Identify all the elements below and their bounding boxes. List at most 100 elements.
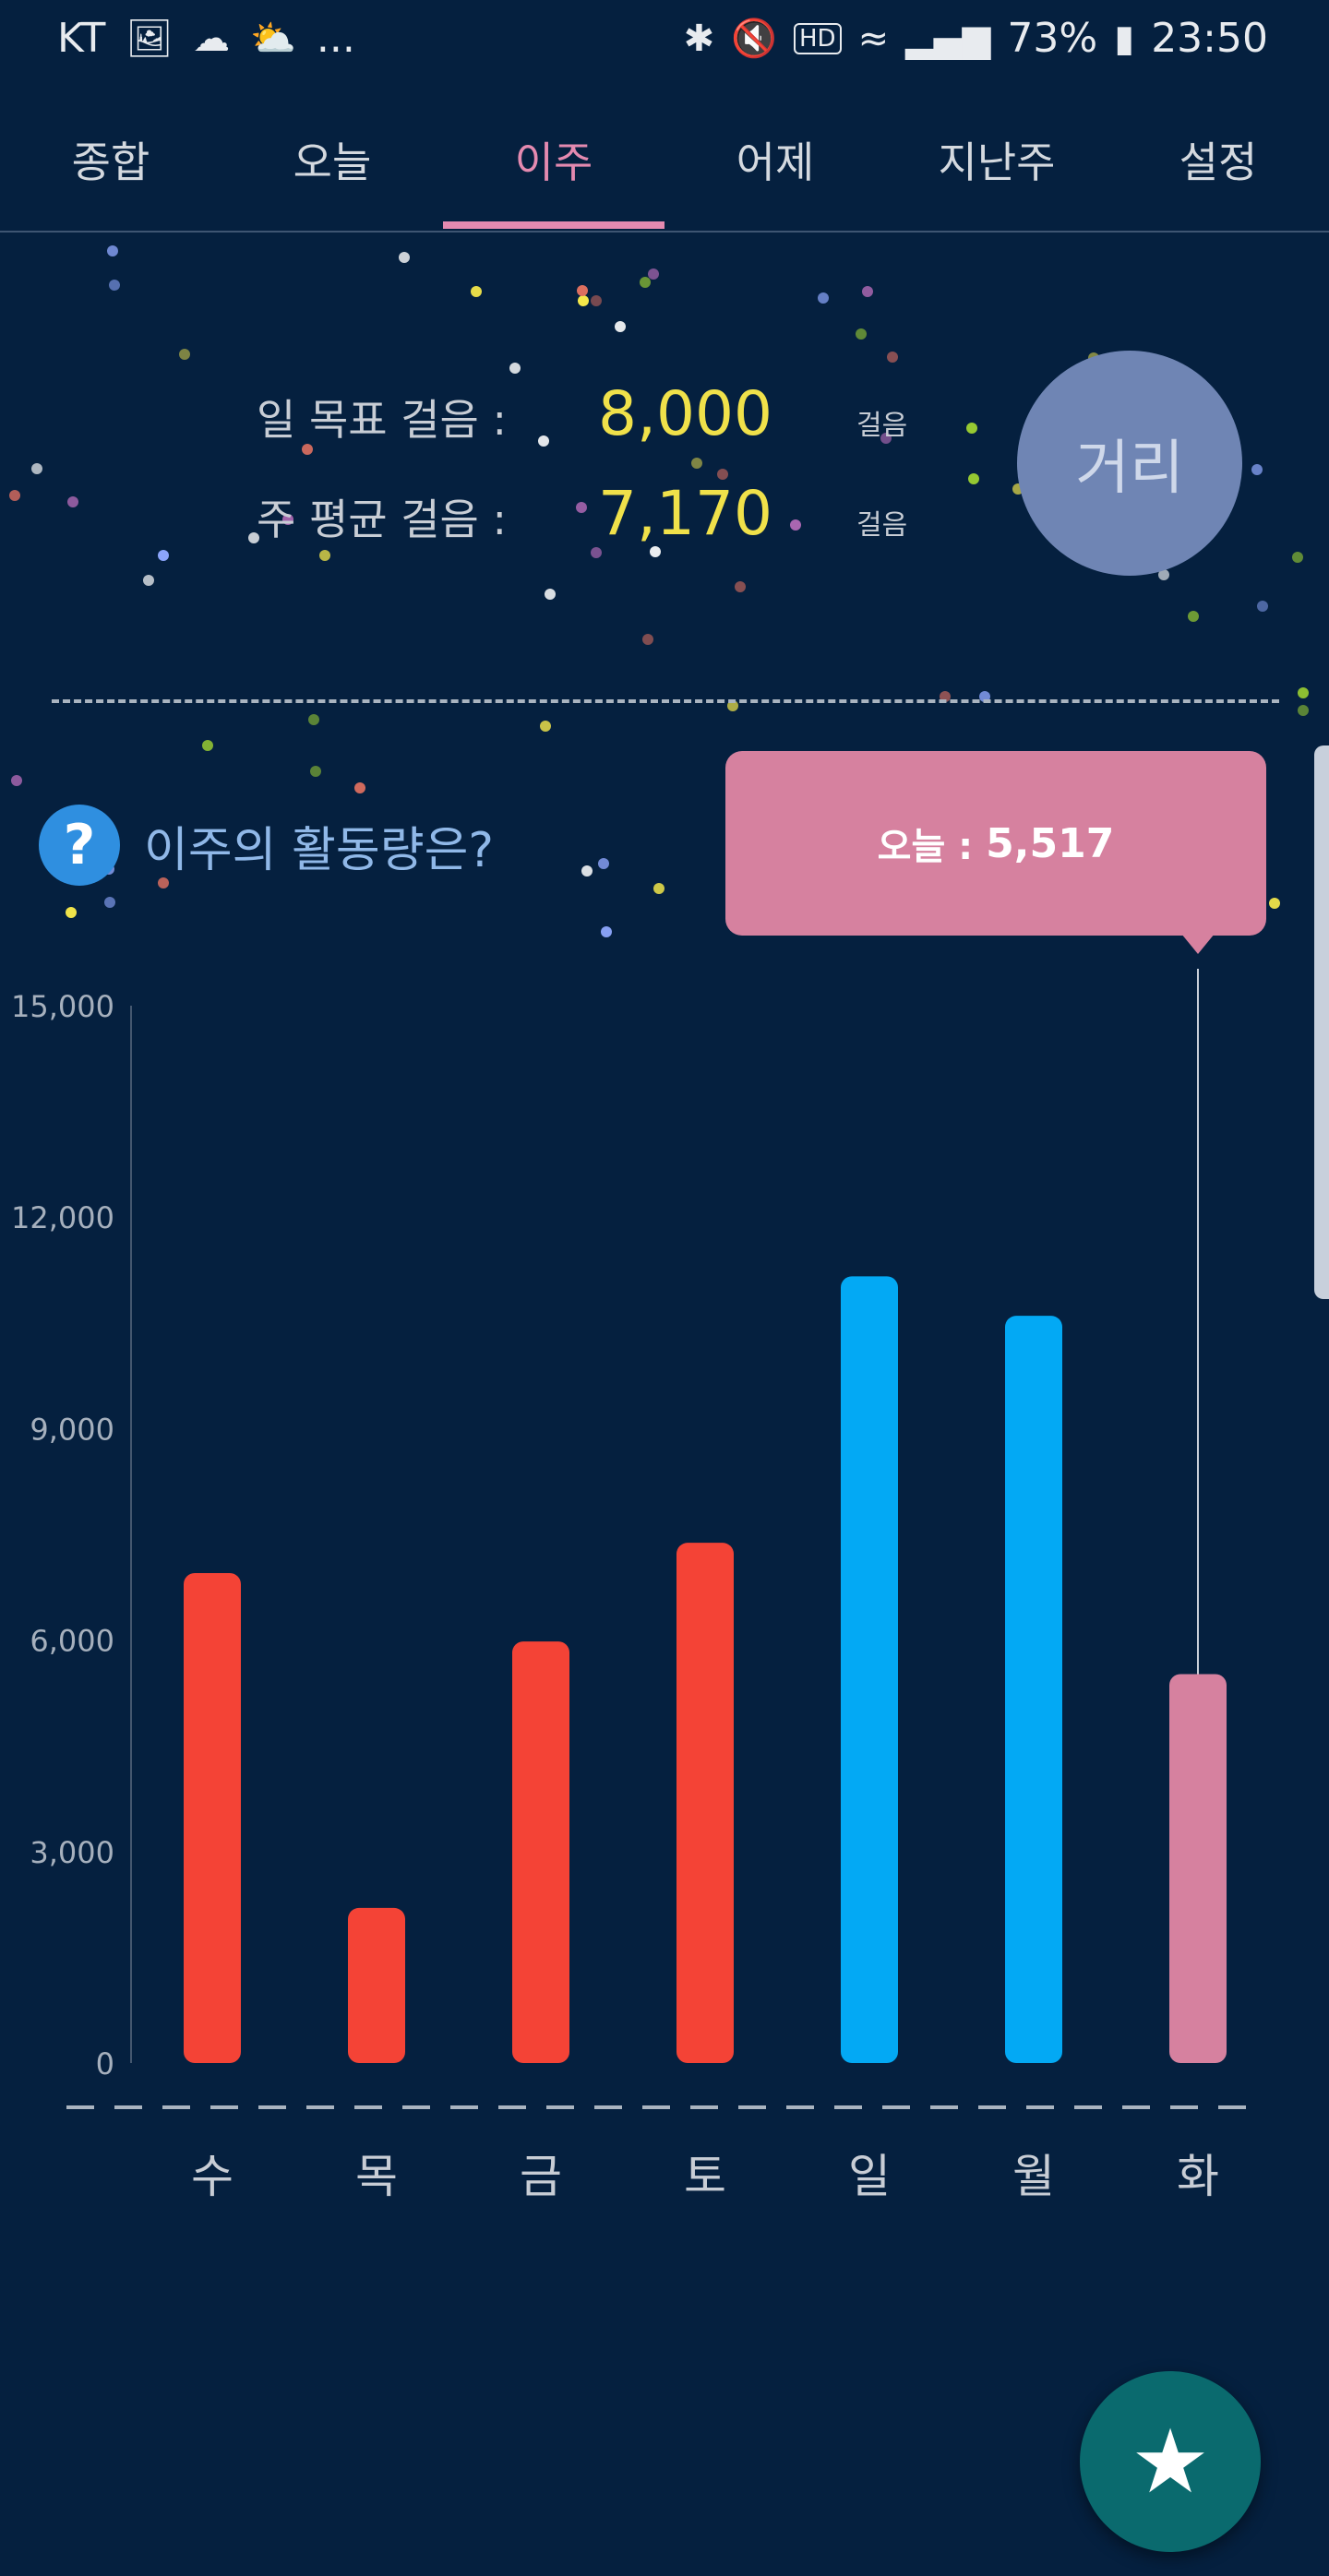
star-decoration	[691, 458, 702, 469]
weekly-average-label: 주 평균 걸음 :	[257, 495, 507, 544]
activity-question-text[interactable]: 이주의 활동량은?	[144, 822, 495, 878]
star-decoration	[880, 433, 892, 444]
tab-this-week[interactable]: 이주	[514, 137, 593, 187]
star-decoration	[319, 550, 330, 561]
divider-top	[52, 699, 1279, 703]
weekly-average-value: 7,170	[598, 478, 772, 549]
star-decoration	[308, 714, 319, 725]
star-decoration	[578, 295, 589, 306]
star-decoration	[158, 877, 169, 888]
battery-percent: 73%	[1007, 15, 1098, 62]
tab-last-week[interactable]: 지난주	[938, 137, 1056, 187]
star-decoration	[282, 514, 293, 525]
x-category-label: 일	[848, 2150, 891, 2203]
bar-금	[512, 1641, 569, 2063]
bar-일	[841, 1276, 898, 2063]
star-decoration	[790, 519, 801, 531]
daily-goal-value: 8,000	[598, 378, 772, 449]
more-notifications: ...	[316, 15, 355, 62]
daily-goal-label: 일 목표 걸음 :	[257, 395, 507, 445]
star-decoration	[248, 532, 259, 543]
tab-overview[interactable]: 종합	[71, 137, 150, 187]
tooltip-pointer	[1181, 934, 1215, 954]
star-decoration	[1188, 611, 1199, 622]
star-decoration	[640, 277, 651, 288]
star-decoration	[653, 883, 664, 894]
x-category-label: 월	[1012, 2150, 1055, 2203]
tooltip-label: 오늘 :	[877, 826, 974, 868]
side-panel-handle[interactable]	[1314, 745, 1329, 1299]
star-decoration	[399, 252, 410, 263]
battery-icon: ▮	[1114, 17, 1135, 60]
status-bar: KT 🖼 ☁ ⛅ ... ✱ 🔇 HD ≈ ▂▄▆ 73% ▮ 23:50	[0, 0, 1329, 83]
daily-goal-unit: 걸음	[856, 410, 908, 442]
image-icon: 🖼	[126, 18, 174, 60]
star-decoration	[202, 740, 213, 751]
bar-수	[184, 1573, 241, 2063]
hd-icon: HD	[793, 22, 842, 54]
star-decoration	[9, 490, 20, 501]
star-icon: ★	[1130, 2410, 1211, 2513]
goal-summary: 일 목표 걸음 : 8,000 걸음 주 평균 걸음 : 7,170 걸음	[0, 360, 1329, 563]
star-decoration	[1257, 601, 1268, 612]
x-category-label: 금	[520, 2150, 562, 2203]
wifi-icon: ≈	[857, 17, 890, 60]
today-tooltip: 오늘 : 5,517	[725, 751, 1266, 936]
activity-question[interactable]: ? 이주의 활동량은?	[39, 805, 494, 886]
star-decoration	[1298, 687, 1309, 698]
star-decoration	[615, 321, 626, 332]
star-decoration	[1158, 569, 1169, 580]
star-decoration	[302, 444, 313, 455]
favorite-button[interactable]: ★	[1080, 2371, 1261, 2552]
bar-화	[1169, 1674, 1227, 2063]
star-decoration	[1251, 464, 1263, 475]
tab-yesterday[interactable]: 어제	[736, 137, 815, 187]
tooltip-value: 5,517	[986, 819, 1115, 867]
tab-today[interactable]: 오늘	[293, 137, 372, 187]
star-decoration	[581, 865, 593, 877]
y-tick-label: 0	[96, 2046, 114, 2081]
star-decoration	[717, 469, 728, 480]
weekly-average-unit: 걸음	[856, 509, 908, 542]
signal-icon: ▂▄▆	[905, 17, 991, 60]
y-tick-label: 9,000	[30, 1412, 114, 1447]
star-decoration	[545, 589, 556, 600]
star-decoration	[648, 268, 659, 280]
star-decoration	[67, 496, 78, 507]
star-decoration	[11, 775, 22, 786]
star-decoration	[107, 245, 118, 256]
star-decoration	[143, 575, 154, 586]
star-decoration	[31, 463, 42, 474]
star-decoration	[818, 292, 829, 304]
clock: 23:50	[1151, 15, 1268, 62]
star-decoration	[1269, 898, 1280, 909]
tab-settings[interactable]: 설정	[1179, 137, 1258, 187]
bar-토	[676, 1543, 734, 2063]
y-tick-label: 3,000	[30, 1835, 114, 1870]
star-decoration	[735, 581, 746, 592]
daily-goal-row: 일 목표 걸음 : 8,000 걸음	[257, 378, 907, 449]
star-decoration	[538, 435, 549, 447]
star-decoration	[727, 700, 738, 711]
y-tick-label: 12,000	[11, 1200, 114, 1235]
x-category-label: 화	[1177, 2150, 1219, 2203]
star-decoration	[598, 858, 609, 869]
bluetooth-icon: ✱	[683, 17, 715, 60]
x-category-label: 토	[684, 2150, 726, 2203]
star-decoration	[471, 286, 482, 297]
bar-목	[348, 1907, 405, 2063]
weekly-steps-chart: 0 3,000 6,000 9,000 12,000 15,000 수 목 금 토 일 월 화	[11, 969, 1264, 2203]
star-decoration	[158, 550, 169, 561]
star-decoration	[109, 280, 120, 291]
star-decoration	[577, 285, 588, 296]
distance-button[interactable]: 거리	[1017, 351, 1242, 576]
help-icon[interactable]: ?	[39, 805, 120, 886]
weekly-average-row: 주 평균 걸음 : 7,170 걸음	[257, 478, 907, 549]
cloud-settings-icon: ⛅	[250, 18, 296, 60]
y-tick-label: 15,000	[11, 989, 114, 1024]
star-decoration	[591, 295, 602, 306]
star-decoration	[509, 363, 521, 374]
y-tick-label: 6,000	[30, 1624, 114, 1659]
mute-icon: 🔇	[731, 18, 777, 60]
star-decoration	[104, 897, 115, 908]
